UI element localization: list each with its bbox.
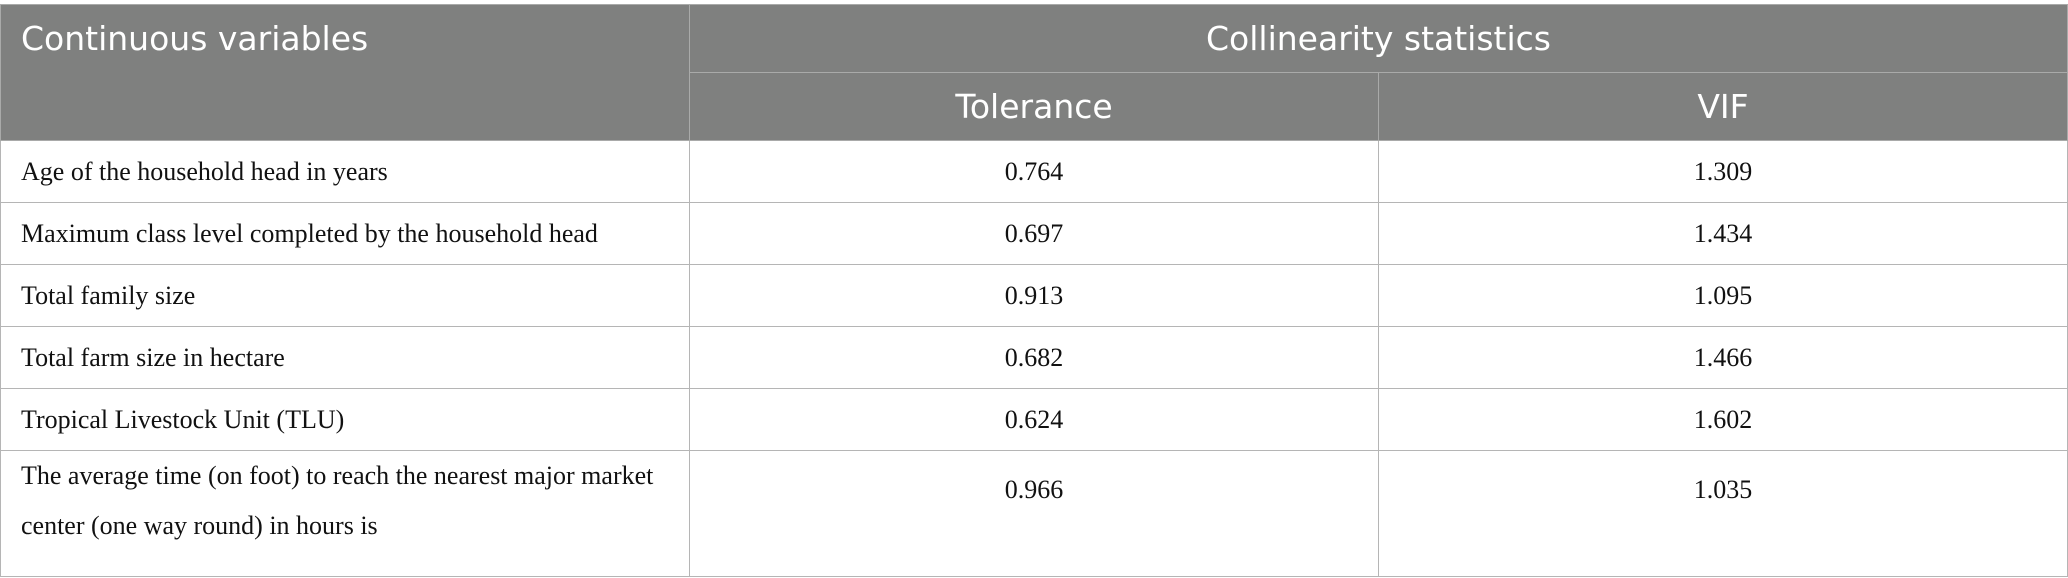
table-cell: Total farm size in hectare [0, 326, 690, 389]
table-cell: 1.095 [1377, 264, 2068, 327]
table-cell: Total family size [0, 264, 690, 327]
table-cell: Maximum class level completed by the hou… [0, 202, 690, 265]
table-row: Age of the household head in years 0.764 1… [0, 140, 2068, 203]
table-cell: 0.966 [689, 450, 1379, 577]
header-row: Tolerance VIF [1, 72, 2068, 141]
table-row: Maximum class level completed by the hou… [0, 202, 2068, 265]
header-cell: VIF [1377, 72, 2068, 141]
table-cell: Tropical Livestock Unit (TLU) [0, 388, 690, 451]
table-row: Total family size 0.913 1.095 [0, 264, 2068, 327]
table-row: The average time (on foot) to reach the … [0, 450, 2068, 577]
table-header: Continuous variables Collinearity statis… [0, 4, 2068, 141]
table-cell: 1.466 [1377, 326, 2068, 389]
header-cell: Tolerance [689, 72, 1379, 141]
table-cell: The average time (on foot) to reach the … [0, 450, 690, 577]
table-cell: Age of the household head in years [0, 140, 690, 203]
table-row: Total farm size in hectare 0.682 1.466 [0, 326, 2068, 389]
table-cell: 1.309 [1377, 140, 2068, 203]
table-cell: 0.697 [689, 202, 1379, 265]
table-cell: 1.434 [1377, 202, 2068, 265]
table-cell: 0.682 [689, 326, 1379, 389]
header-cell: Collinearity statistics [688, 4, 2068, 73]
table-cell: 1.035 [1377, 450, 2068, 577]
table-row: Tropical Livestock Unit (TLU) 0.624 1.602 [0, 388, 2068, 451]
table-cell: 0.764 [689, 140, 1379, 203]
header-row: Continuous variables Collinearity statis… [0, 4, 2068, 141]
collinearity-table: Continuous variables Collinearity statis… [0, 4, 2068, 577]
header-cell: Continuous variables [0, 4, 690, 141]
table-cell: 0.913 [689, 264, 1379, 327]
table-cell: 0.624 [689, 388, 1379, 451]
table-cell: 1.602 [1377, 388, 2068, 451]
table-body: Age of the household head in years 0.764 1… [0, 140, 2068, 577]
